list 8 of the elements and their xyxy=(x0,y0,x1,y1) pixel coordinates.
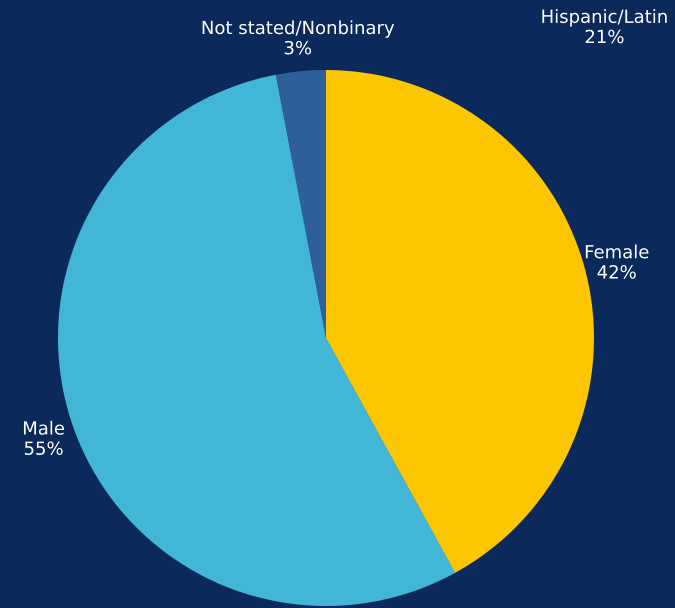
text: Hispanic/Latin 21% xyxy=(542,9,667,44)
data-label: 42% xyxy=(598,265,636,279)
slice-label: Not stated/Nonbinary xyxy=(202,20,394,38)
slice-label: Female xyxy=(586,244,648,258)
slice-label: Male xyxy=(24,420,64,435)
data-label: 3% xyxy=(284,40,312,55)
pie-slice xyxy=(276,70,326,338)
data-label: 55% xyxy=(24,441,63,456)
